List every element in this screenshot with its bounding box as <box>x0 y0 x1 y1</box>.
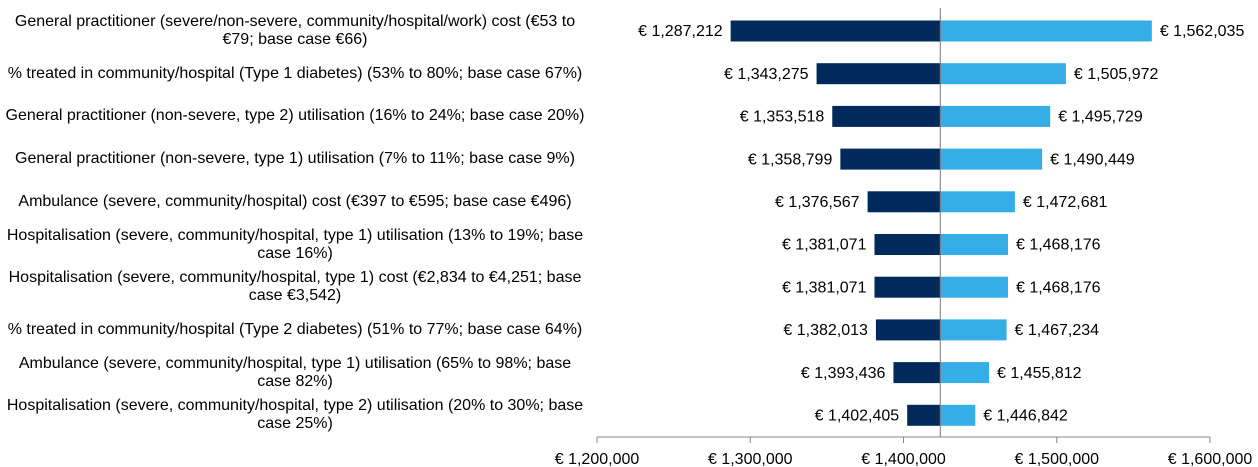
bar <box>940 20 1152 42</box>
bar <box>730 20 941 42</box>
bar <box>940 191 1015 213</box>
category-label: % treated in community/hospital (Type 1 … <box>7 64 583 82</box>
category-label: Ambulance (severe, community/hospital) c… <box>18 192 572 210</box>
x-tick-label: € 1,300,000 <box>708 451 793 467</box>
category-label: Hospitalisation (severe, community/hospi… <box>6 226 584 262</box>
value-label: € 1,495,729 <box>1058 109 1143 126</box>
value-label: € 1,446,842 <box>983 408 1068 425</box>
bar <box>907 404 941 426</box>
bar <box>893 362 941 384</box>
category-label: % treated in community/hospital (Type 2 … <box>7 320 583 338</box>
bar <box>940 362 990 384</box>
bar <box>840 148 941 170</box>
bar <box>874 276 941 298</box>
value-label: € 1,468,176 <box>1016 237 1101 254</box>
category-label: Hospitalisation (severe, community/hospi… <box>6 397 584 433</box>
value-label: € 1,393,436 <box>801 365 886 382</box>
value-label: € 1,490,449 <box>1050 151 1135 168</box>
bar <box>816 63 941 85</box>
value-label: € 1,382,013 <box>783 322 868 339</box>
x-tick-label: € 1,500,000 <box>1014 451 1099 467</box>
value-label: € 1,468,176 <box>1016 279 1101 296</box>
bar <box>940 404 976 426</box>
value-label: € 1,358,799 <box>748 151 833 168</box>
value-label: € 1,381,071 <box>782 237 867 254</box>
category-label: Hospitalisation (severe, community/hospi… <box>8 269 582 305</box>
bar <box>940 63 1066 85</box>
bar <box>875 319 941 341</box>
value-label: € 1,353,518 <box>740 109 825 126</box>
bar <box>940 319 1007 341</box>
bar <box>940 148 1043 170</box>
bar <box>832 105 941 127</box>
value-label: € 1,402,405 <box>815 408 900 425</box>
x-tick-label: € 1,200,000 <box>555 451 640 467</box>
value-label: € 1,287,212 <box>638 23 723 40</box>
category-label: General practitioner (non-severe, type 1… <box>15 150 575 168</box>
category-label: General practitioner (severe/non-severe,… <box>14 13 576 48</box>
value-label: € 1,562,035 <box>1160 23 1245 40</box>
bar <box>940 105 1051 127</box>
value-label: € 1,472,681 <box>1023 194 1108 211</box>
x-tick-label: € 1,600,000 <box>1168 451 1253 467</box>
value-label: € 1,467,234 <box>1015 322 1100 339</box>
bar <box>874 234 941 255</box>
value-label: € 1,376,567 <box>775 194 860 211</box>
value-label: € 1,455,812 <box>997 365 1082 382</box>
bar <box>940 234 1008 255</box>
category-label: Ambulance (severe, community/hospital, t… <box>18 354 572 390</box>
x-tick-label: € 1,400,000 <box>861 451 946 467</box>
value-label: € 1,343,275 <box>724 66 809 83</box>
value-label: € 1,505,972 <box>1074 66 1159 83</box>
category-label: General practitioner (non-severe, type 2… <box>5 107 585 125</box>
bar <box>940 276 1008 298</box>
bar <box>867 191 941 213</box>
value-label: € 1,381,071 <box>782 279 867 296</box>
